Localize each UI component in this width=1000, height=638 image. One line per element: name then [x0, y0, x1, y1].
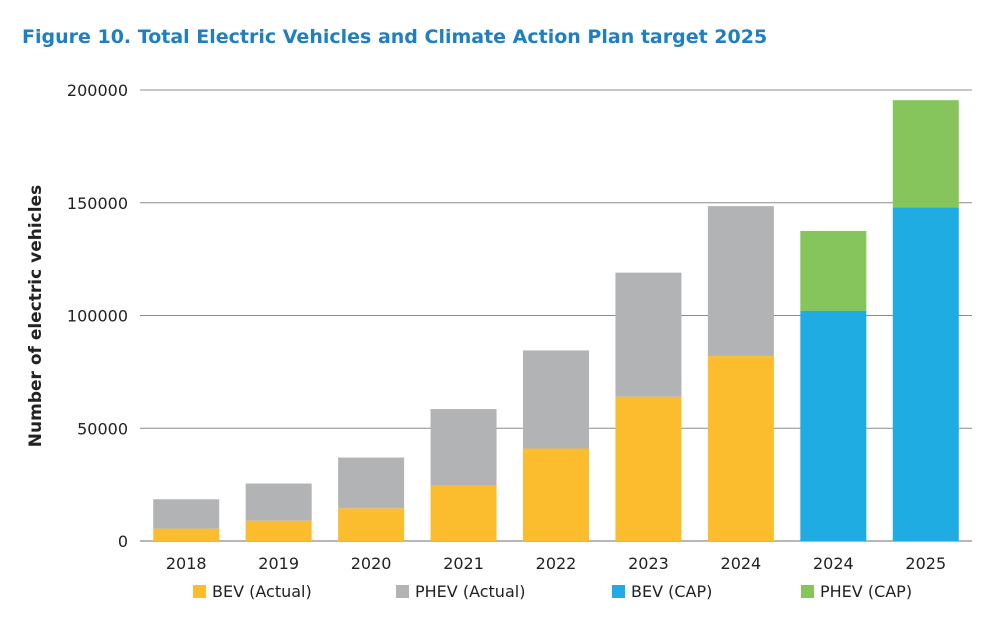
- bar-phev-actual-2020: [338, 457, 405, 509]
- x-tick-label: 2023: [628, 554, 669, 573]
- y-tick-label: 100000: [67, 307, 128, 326]
- x-tick-label: 2018: [166, 554, 207, 573]
- bar-bev-actual-2018: [153, 528, 220, 541]
- bar-bev-actual-2021: [430, 485, 497, 541]
- y-axis-label: Number of electric vehicles: [26, 185, 46, 447]
- y-tick-label: 150000: [67, 194, 128, 213]
- legend-label-bev-actual: BEV (Actual): [212, 582, 312, 601]
- legend-swatch-phev-cap: [801, 585, 814, 598]
- legend-label-phev-actual: PHEV (Actual): [415, 582, 526, 601]
- x-tick-label: 2024: [721, 554, 762, 573]
- x-tick-label: 2020: [351, 554, 392, 573]
- y-tick-label: 200000: [67, 81, 128, 100]
- x-tick-labels: 2018 2019 2020 2021 2022 2023 2024 2024 2025: [166, 554, 946, 573]
- legend-item-phev-actual: PHEV (Actual): [396, 582, 525, 601]
- y-tick-label: 0: [118, 532, 128, 551]
- bar-phev-actual-2019: [245, 483, 312, 521]
- y-tick-labels: 0 50000 100000 150000 200000: [67, 81, 128, 551]
- bar-bev-actual-2023: [615, 396, 682, 541]
- x-tick-label: 2022: [536, 554, 577, 573]
- bar-phev-actual-2024: [707, 206, 774, 357]
- bar-phev-actual-2022: [523, 350, 589, 449]
- x-tick-label: 2025: [905, 554, 946, 573]
- bar-phev-actual-2021: [430, 409, 497, 486]
- x-tick-label: 2019: [258, 554, 299, 573]
- y-tick-label: 50000: [77, 419, 128, 438]
- bars: [153, 100, 959, 541]
- legend-item-bev-actual: BEV (Actual): [193, 582, 312, 601]
- x-tick-label: 2021: [443, 554, 484, 573]
- legend-swatch-bev-actual: [193, 585, 206, 598]
- legend-label-bev-cap: BEV (CAP): [631, 582, 713, 601]
- bar-phev-actual-2023: [615, 272, 682, 397]
- bar-bev-cap-2025: [892, 207, 959, 541]
- legend-swatch-phev-actual: [396, 585, 409, 598]
- bar-bev-actual-2020: [338, 508, 405, 541]
- x-tick-label: 2024: [813, 554, 854, 573]
- bar-phev-actual-2018: [153, 499, 220, 529]
- bar-bev-actual-2022: [523, 448, 589, 541]
- chart-title: Figure 10. Total Electric Vehicles and C…: [22, 26, 768, 48]
- legend-item-bev-cap: BEV (CAP): [612, 582, 712, 601]
- bar-bev-cap-2024: [800, 310, 867, 541]
- legend-swatch-bev-cap: [612, 585, 625, 598]
- legend-label-phev-cap: PHEV (CAP): [820, 582, 913, 601]
- legend: BEV (Actual) PHEV (Actual) BEV (CAP) PHE…: [0, 582, 1000, 610]
- bar-phev-cap-2024: [800, 230, 867, 311]
- bar-bev-actual-2024: [707, 356, 774, 541]
- legend-item-phev-cap: PHEV (CAP): [801, 582, 912, 601]
- bar-bev-actual-2019: [245, 520, 312, 541]
- bar-phev-cap-2025: [892, 100, 959, 208]
